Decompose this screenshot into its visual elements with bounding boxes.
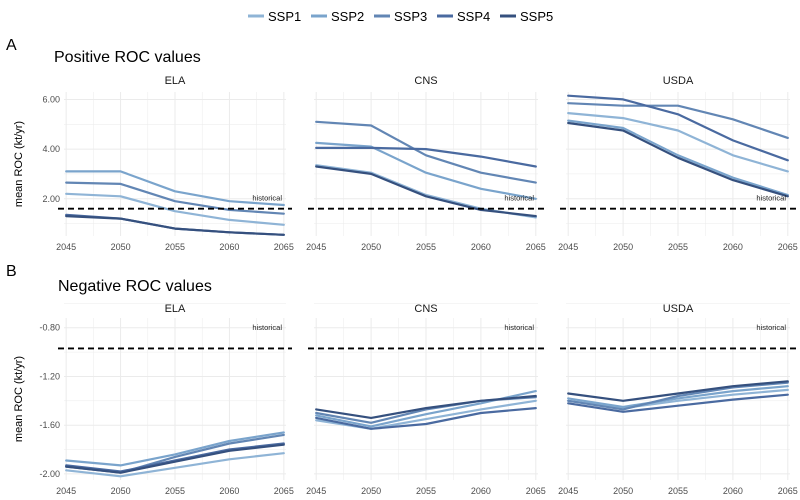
- x-tick-label: 2050: [613, 242, 633, 252]
- historical-annotation-b-ela: historical: [252, 323, 282, 332]
- series-line-b-ela-ssp2: [65, 431, 285, 467]
- y-tick-label: -0.80: [39, 323, 60, 333]
- x-tick-label: 2060: [723, 486, 743, 496]
- x-tick-label: 2055: [416, 242, 436, 252]
- facet-label-b-usda: USDA: [663, 303, 694, 315]
- legend-label-ssp3: SSP3: [394, 9, 427, 24]
- legend-label-ssp5: SSP5: [520, 9, 553, 24]
- x-tick-label: 2065: [778, 486, 798, 496]
- y-axis-label-b: mean ROC (kt/yr): [13, 356, 25, 442]
- x-tick-label: 2065: [526, 486, 546, 496]
- series-line-a-ela-ssp1: [65, 192, 285, 226]
- series-line-a-cns-ssp3: [315, 120, 537, 184]
- x-tick-label: 2055: [165, 242, 185, 252]
- series-line-a-usda-ssp5: [567, 121, 789, 198]
- y-tick-label: -1.60: [39, 420, 60, 430]
- x-tick-label: 2060: [723, 242, 743, 252]
- y-tick-label: -2.00: [39, 469, 60, 479]
- panel-title-a: Positive ROC values: [54, 49, 201, 66]
- series-line-a-ela-ssp5: [65, 215, 285, 236]
- series-line-b-cns-ssp5: [315, 394, 537, 419]
- x-tick-label: 2065: [274, 242, 294, 252]
- legend-label-ssp1: SSP1: [268, 9, 301, 24]
- series-line-a-usda-ssp4: [567, 94, 789, 162]
- x-tick-label: 2045: [306, 242, 326, 252]
- series-line-a-cns-ssp2: [315, 141, 537, 200]
- series-line-b-usda-ssp3: [567, 381, 789, 411]
- legend-label-ssp4: SSP4: [457, 9, 490, 24]
- facet-label-b-ela: ELA: [165, 303, 186, 315]
- series-line-a-cns-ssp4: [315, 146, 537, 168]
- y-tick-label: 6.00: [42, 94, 60, 104]
- x-tick-label: 2060: [471, 242, 491, 252]
- x-tick-label: 2045: [558, 242, 578, 252]
- legend-label-ssp2: SSP2: [331, 9, 364, 24]
- series-line-b-ela-ssp1: [65, 452, 285, 478]
- x-tick-label: 2050: [361, 486, 381, 496]
- x-tick-label: 2065: [274, 486, 294, 496]
- panel-title-b: Negative ROC values: [58, 278, 212, 295]
- x-tick-label: 2065: [526, 242, 546, 252]
- historical-annotation-b-usda: historical: [756, 323, 786, 332]
- y-tick-label: -1.20: [39, 371, 60, 381]
- historical-annotation-b-cns: historical: [504, 323, 534, 332]
- series-line-b-usda-ssp5: [567, 380, 789, 402]
- series-line-a-usda-ssp1: [567, 111, 789, 173]
- series-line-b-ela-ssp4: [65, 442, 285, 473]
- series-line-a-cns-ssp5: [315, 165, 537, 218]
- x-tick-label: 2050: [613, 486, 633, 496]
- y-tick-label: 4.00: [42, 144, 60, 154]
- panel-tag-b: B: [6, 263, 17, 280]
- x-tick-label: 2060: [471, 486, 491, 496]
- x-tick-label: 2050: [111, 486, 131, 496]
- series-line-b-ela-ssp5: [65, 443, 285, 474]
- series-line-b-cns-ssp4: [315, 407, 537, 430]
- facet-label-b-cns: CNS: [414, 303, 437, 315]
- x-tick-label: 2055: [668, 486, 688, 496]
- x-tick-label: 2060: [219, 242, 239, 252]
- series-line-b-usda-ssp2: [567, 385, 789, 408]
- series-line-a-ela-ssp3: [65, 181, 285, 215]
- x-tick-label: 2055: [668, 242, 688, 252]
- x-tick-label: 2050: [111, 242, 131, 252]
- series-line-a-ela-ssp2: [65, 170, 285, 207]
- facet-label-a-ela: ELA: [165, 75, 186, 87]
- series-line-b-usda-ssp4: [567, 393, 789, 413]
- x-tick-label: 2055: [165, 486, 185, 496]
- x-tick-label: 2045: [558, 486, 578, 496]
- panel-tag-a: A: [6, 37, 17, 54]
- y-tick-label: 2.00: [42, 194, 60, 204]
- x-tick-label: 2045: [56, 242, 76, 252]
- x-tick-label: 2050: [361, 242, 381, 252]
- x-tick-label: 2045: [306, 486, 326, 496]
- x-tick-label: 2065: [778, 242, 798, 252]
- y-axis-label-a: mean ROC (kt/yr): [13, 121, 25, 207]
- series-line-a-usda-ssp3: [567, 102, 789, 139]
- x-tick-label: 2045: [56, 486, 76, 496]
- x-tick-label: 2055: [416, 486, 436, 496]
- historical-annotation-a-usda: historical: [756, 194, 786, 203]
- facet-label-a-cns: CNS: [414, 75, 437, 87]
- historical-annotation-a-cns: historical: [504, 194, 534, 203]
- x-tick-label: 2060: [219, 486, 239, 496]
- facet-label-a-usda: USDA: [663, 75, 694, 87]
- historical-annotation-a-ela: historical: [252, 194, 282, 203]
- series-line-a-usda-ssp2: [567, 119, 789, 197]
